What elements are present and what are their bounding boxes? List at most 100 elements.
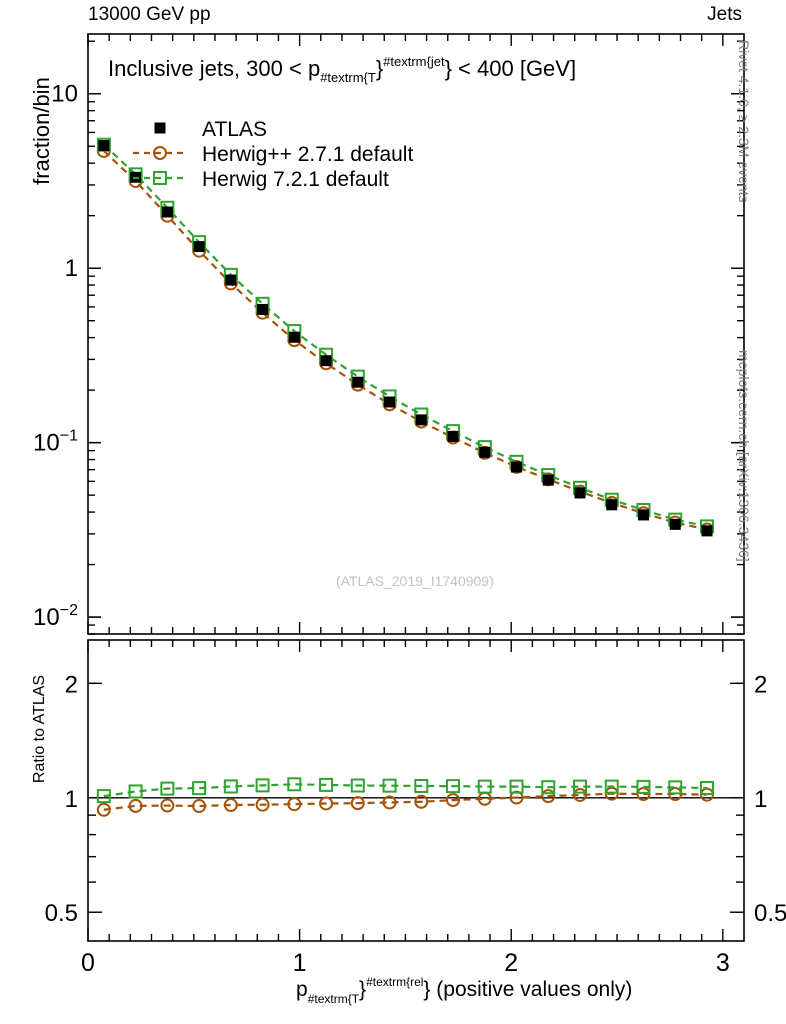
data-point-square-filled [257,303,269,315]
ratio-y-tick-label-right: 0.5 [754,900,786,927]
data-point-square-open [287,777,302,792]
ratio-y-tick-label: 1 [65,786,78,813]
y-tick-label: 1 [65,255,78,282]
ratio-y-tick-label: 0.5 [45,900,78,927]
data-point-square-open [319,777,334,792]
y-tick-label-exp: −1 [60,428,78,445]
y-tick-label-exp: −2 [60,602,78,619]
data-point-circle-open [382,795,397,810]
series-line [103,150,708,531]
data-point-square-open [509,779,524,794]
data-point-square-filled [701,525,713,537]
x-axis-title-sub: #textrm{T [307,992,360,1006]
legend-label: ATLAS [202,118,267,141]
ratio-y-tick-label-right: 2 [754,671,767,698]
series-ratio-herwig-7-2-1-default [96,777,714,804]
data-point-square-open [255,778,270,793]
data-point-square-open [604,779,619,794]
series-ratio-herwig-2-7-1-default [96,786,714,817]
data-point-square-filled [320,355,332,367]
x-axis-title-sup: #textrm{rel [366,975,424,989]
plot-title-pre: Inclusive jets, 300 < p [108,56,321,81]
data-point-circle-open [287,797,302,812]
data-point-square-filled [154,122,166,134]
data-point-square-open [636,779,651,794]
series-herwig-7-2-1-default [96,137,714,534]
ratio-axes-frame [87,639,745,942]
legend-item-0[interactable]: ATLAS [154,118,267,141]
x-axis-title-brace: } [359,978,367,1001]
data-point-circle-open [414,794,429,809]
ratio-y-tick-label-right: 1 [754,786,767,813]
legend-item-2[interactable]: Herwig 7.2.1 default [133,168,389,191]
x-tick-label: 3 [716,949,730,977]
data-point-circle-open [96,802,111,817]
data-point-circle-open [319,796,334,811]
data-point-square-filled [574,487,586,499]
data-point-square-open [668,780,683,795]
y-tick-label-base: 10 [33,604,60,631]
data-point-circle-open [255,797,270,812]
data-point-square-open [414,778,429,793]
x-tick-label: 1 [293,949,307,977]
data-point-square-filled [479,446,491,458]
data-point-square-filled [415,414,427,426]
plot-title-brace1: } [375,56,384,81]
data-point-square-open [96,789,111,804]
legend-label: Herwig++ 2.7.1 default [202,143,413,166]
data-point-circle-open [541,789,556,804]
data-point-square-filled [447,430,459,442]
data-point-square-filled [384,396,396,408]
data-point-square-open [382,778,397,793]
series-herwig-2-7-1-default [96,143,714,537]
data-point-square-filled [161,206,173,218]
main-axes-frame [87,33,745,635]
plot-title-post: } < 400 [GeV] [444,56,577,81]
x-tick-label: 2 [504,949,518,977]
data-point-square-open [223,779,238,794]
ratio-y-tick-label: 2 [65,671,78,698]
plot-title-sup: #textrm{jet [383,54,445,69]
data-point-square-filled [288,331,300,343]
data-point-square-open [153,171,167,185]
legend-label: Herwig 7.2.1 default [202,168,389,191]
data-point-circle-open [573,787,587,802]
header-right-label: Jets [707,4,742,25]
data-point-square-filled [352,376,364,388]
data-point-square-open [573,779,587,794]
data-point-square-filled [225,274,237,286]
data-point-circle-open [160,798,175,813]
series-atlas [98,139,713,537]
plot-title: Inclusive jets, 300 < p#textrm{T}#textrm… [108,54,577,85]
data-point-square-filled [98,139,110,151]
data-point-square-open [350,778,365,793]
y-tick-label: 10−1 [33,428,78,457]
data-point-square-open [192,781,207,796]
data-point-circle-open [153,146,167,160]
data-point-circle-open [192,799,207,814]
y-tick-label: 10 [51,81,78,108]
x-axis-title-post: } (positive values only) [423,978,633,1001]
data-point-square-filled [606,499,618,511]
data-point-circle-open [223,798,238,813]
dataset-watermark: (ATLAS_2019_I1740909) [336,573,494,589]
data-point-circle-open [350,796,365,811]
data-point-square-filled [669,518,681,530]
header-left-label: 13000 GeV pp [88,4,211,25]
mcplots-credit-label: mcplots.cern.ch [arXiv:1306.3436] [736,350,752,562]
x-axis-title-pre: p [296,978,308,1001]
data-point-square-open [160,781,175,796]
data-point-square-filled [193,241,205,253]
data-point-circle-open [446,793,461,808]
plot-title-sub: #textrm{T [320,70,376,85]
data-point-square-filled [511,461,523,473]
rivet-version-label: Rivet 4.1.0, ≥ 2.3M events [736,40,752,203]
legend-item-1[interactable]: Herwig++ 2.7.1 default [133,143,413,166]
data-point-square-open [128,784,143,799]
data-point-square-open [541,780,556,795]
x-axis-title: p#textrm{T}#textrm{rel} (positive values… [296,975,633,1006]
data-point-square-filled [637,509,649,521]
